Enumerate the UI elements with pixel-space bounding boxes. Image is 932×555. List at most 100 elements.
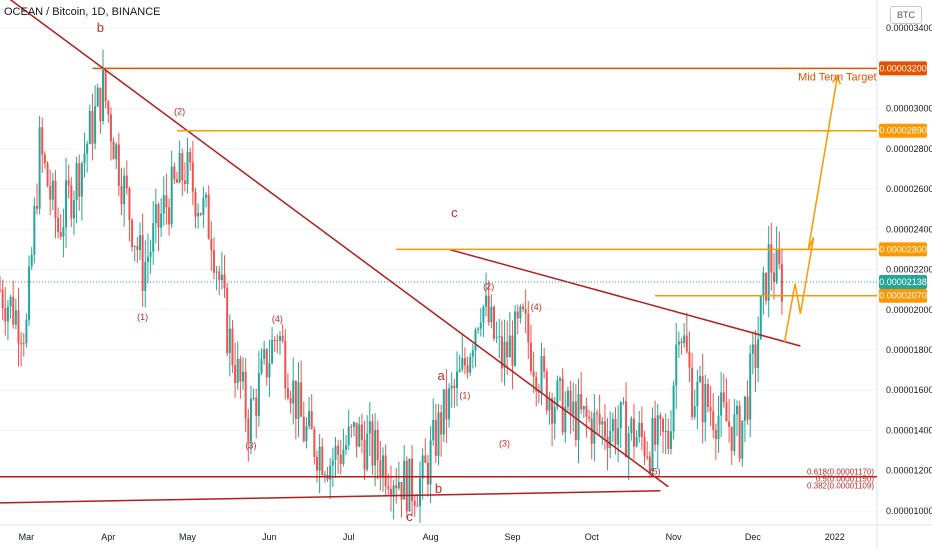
candle-body	[20, 343, 23, 345]
candle-body	[765, 272, 768, 301]
candle-body	[598, 413, 601, 425]
wave-annotation: b	[97, 20, 104, 35]
candle-body	[86, 143, 89, 154]
candle-body	[772, 272, 775, 282]
candle-body	[551, 398, 554, 424]
candle-body	[308, 411, 311, 427]
candle-body	[17, 310, 20, 344]
candle-body	[46, 163, 49, 187]
x-tick-label: Sep	[504, 532, 520, 542]
candle-body	[334, 445, 337, 461]
candle-body	[300, 382, 303, 417]
price-level-badge	[879, 61, 927, 76]
candle-body	[109, 114, 112, 142]
y-tick-label: 0.00001600	[886, 385, 932, 395]
candle-body	[593, 412, 596, 444]
candle-body	[247, 418, 250, 442]
candle-body	[691, 367, 694, 417]
candle-body	[165, 195, 168, 208]
candle-body	[352, 422, 355, 427]
x-tick-label: Nov	[666, 532, 683, 542]
candle-body	[693, 406, 696, 417]
candle-body	[741, 420, 744, 459]
candle-body	[389, 488, 392, 497]
candle-body	[767, 244, 770, 301]
candle-body	[492, 306, 495, 339]
candle-body	[78, 163, 81, 197]
wave-annotation: (1)	[137, 312, 148, 322]
forecast-arrowhead	[831, 74, 842, 85]
candle-body	[648, 456, 651, 472]
candle-body	[371, 421, 374, 466]
candle-body	[268, 363, 271, 378]
candle-body	[543, 356, 546, 372]
candle-body	[315, 456, 318, 471]
forecast-path	[783, 76, 839, 343]
candle-body	[284, 340, 287, 389]
candle-body	[207, 194, 210, 239]
candle-body	[67, 180, 70, 186]
candle-body	[675, 344, 678, 386]
candle-body	[553, 406, 556, 424]
candle-body	[780, 263, 783, 302]
candle-body	[495, 337, 498, 339]
candle-body	[25, 320, 28, 344]
candle-body	[646, 456, 649, 458]
candle-body	[448, 388, 451, 420]
candle-body	[168, 207, 171, 225]
candle-body	[508, 335, 511, 358]
candle-body	[65, 180, 68, 228]
candle-body	[62, 227, 65, 237]
candle-body	[313, 429, 316, 457]
candle-body	[38, 127, 41, 209]
candle-body	[762, 272, 765, 297]
candle-body	[120, 185, 123, 205]
candle-body	[281, 336, 284, 341]
price-level-badge	[879, 242, 927, 257]
candle-body	[545, 371, 548, 411]
candle-body	[212, 250, 215, 273]
candle-body	[59, 232, 62, 237]
candle-body	[743, 396, 746, 421]
candle-body	[656, 415, 659, 445]
candles-group	[0, 49, 783, 523]
candle-body	[331, 460, 334, 466]
candle-body	[43, 154, 46, 164]
wave-annotation: (5)	[650, 467, 661, 477]
currency-badge[interactable]: BTC	[890, 6, 922, 24]
candle-body	[260, 358, 263, 374]
candle-body	[672, 385, 675, 432]
candle-body	[265, 349, 268, 378]
candle-body	[601, 421, 604, 425]
candle-body	[685, 335, 688, 352]
candle-body	[88, 110, 91, 144]
y-tick-label: 0.00001000	[886, 506, 932, 516]
candle-body	[667, 430, 670, 449]
candle-body	[677, 341, 680, 345]
candle-body	[585, 406, 588, 417]
candle-body	[75, 163, 78, 201]
candle-body	[622, 401, 625, 403]
candle-body	[482, 306, 485, 323]
candle-body	[627, 433, 630, 458]
y-tick-label: 0.00002800	[886, 144, 932, 154]
candle-body	[286, 388, 289, 399]
trend-line	[448, 248, 801, 347]
candle-body	[376, 429, 379, 461]
candle-body	[358, 424, 361, 447]
candle-body	[91, 110, 94, 144]
candle-body	[125, 175, 128, 189]
candle-body	[709, 407, 712, 412]
candle-body	[514, 311, 517, 366]
candle-body	[339, 454, 342, 464]
candle-body	[186, 152, 189, 185]
candle-body	[630, 418, 633, 434]
x-tick-label: 2022	[825, 532, 845, 542]
candle-body	[289, 398, 292, 404]
candle-body	[590, 418, 593, 444]
x-tick-label: Jul	[343, 532, 355, 542]
candle-body	[215, 271, 218, 273]
candle-body	[329, 465, 332, 480]
